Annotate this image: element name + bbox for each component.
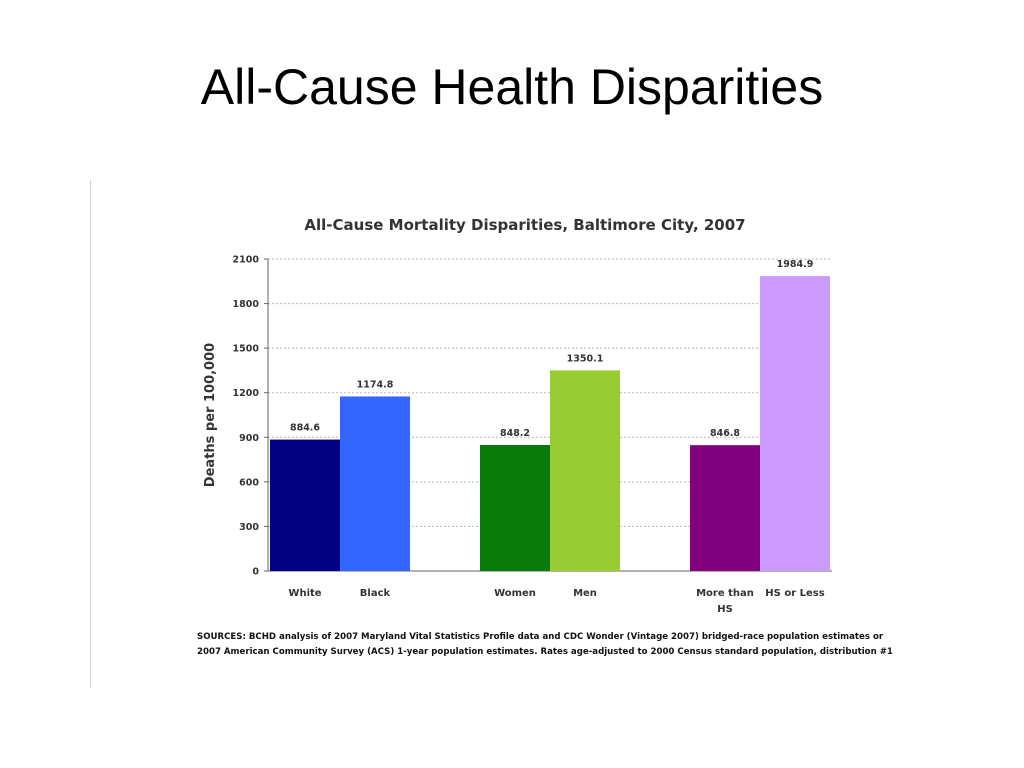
sources-line-2: 2007 American Community Survey (ACS) 1-y… [197, 647, 893, 657]
y-tick-label: 900 [239, 433, 259, 444]
chart-sources: SOURCES: BCHD analysis of 2007 Maryland … [197, 630, 893, 660]
chart-title: All-Cause Mortality Disparities, Baltimo… [304, 216, 746, 234]
y-axis-label: Deaths per 100,000 [203, 343, 218, 487]
y-tick-label: 1200 [233, 388, 260, 399]
y-tick-label: 0 [252, 567, 259, 578]
category-label: Black [360, 588, 391, 599]
slide-divider [90, 180, 91, 688]
data-label: 884.6 [290, 423, 320, 434]
y-tick-label: 1800 [233, 299, 260, 310]
category-label: HS or Less [765, 588, 824, 599]
bar-women [480, 444, 550, 571]
bar-more-than-hs [690, 445, 760, 571]
y-tick-label: 300 [239, 522, 259, 533]
bar-white [270, 439, 340, 571]
data-label: 1350.1 [567, 353, 604, 364]
bar-black [340, 396, 410, 571]
bar-men [550, 370, 620, 571]
bar-hs-or-less [760, 276, 830, 571]
y-tick-label: 600 [239, 477, 259, 488]
data-label: 1984.9 [777, 259, 814, 270]
category-label: HS [717, 604, 733, 615]
category-label: White [288, 588, 321, 599]
y-tick-label: 1500 [233, 344, 260, 355]
data-label: 848.2 [500, 428, 530, 439]
slide-title: All-Cause Health Disparities [200, 59, 824, 115]
category-label: Men [573, 588, 597, 599]
sources-line-1: SOURCES: BCHD analysis of 2007 Maryland … [197, 632, 884, 642]
category-label: Women [494, 588, 536, 599]
y-tick-label: 2100 [233, 255, 260, 266]
data-label: 846.8 [710, 428, 740, 439]
data-label: 1174.8 [357, 379, 394, 390]
category-label: More than [696, 588, 754, 599]
